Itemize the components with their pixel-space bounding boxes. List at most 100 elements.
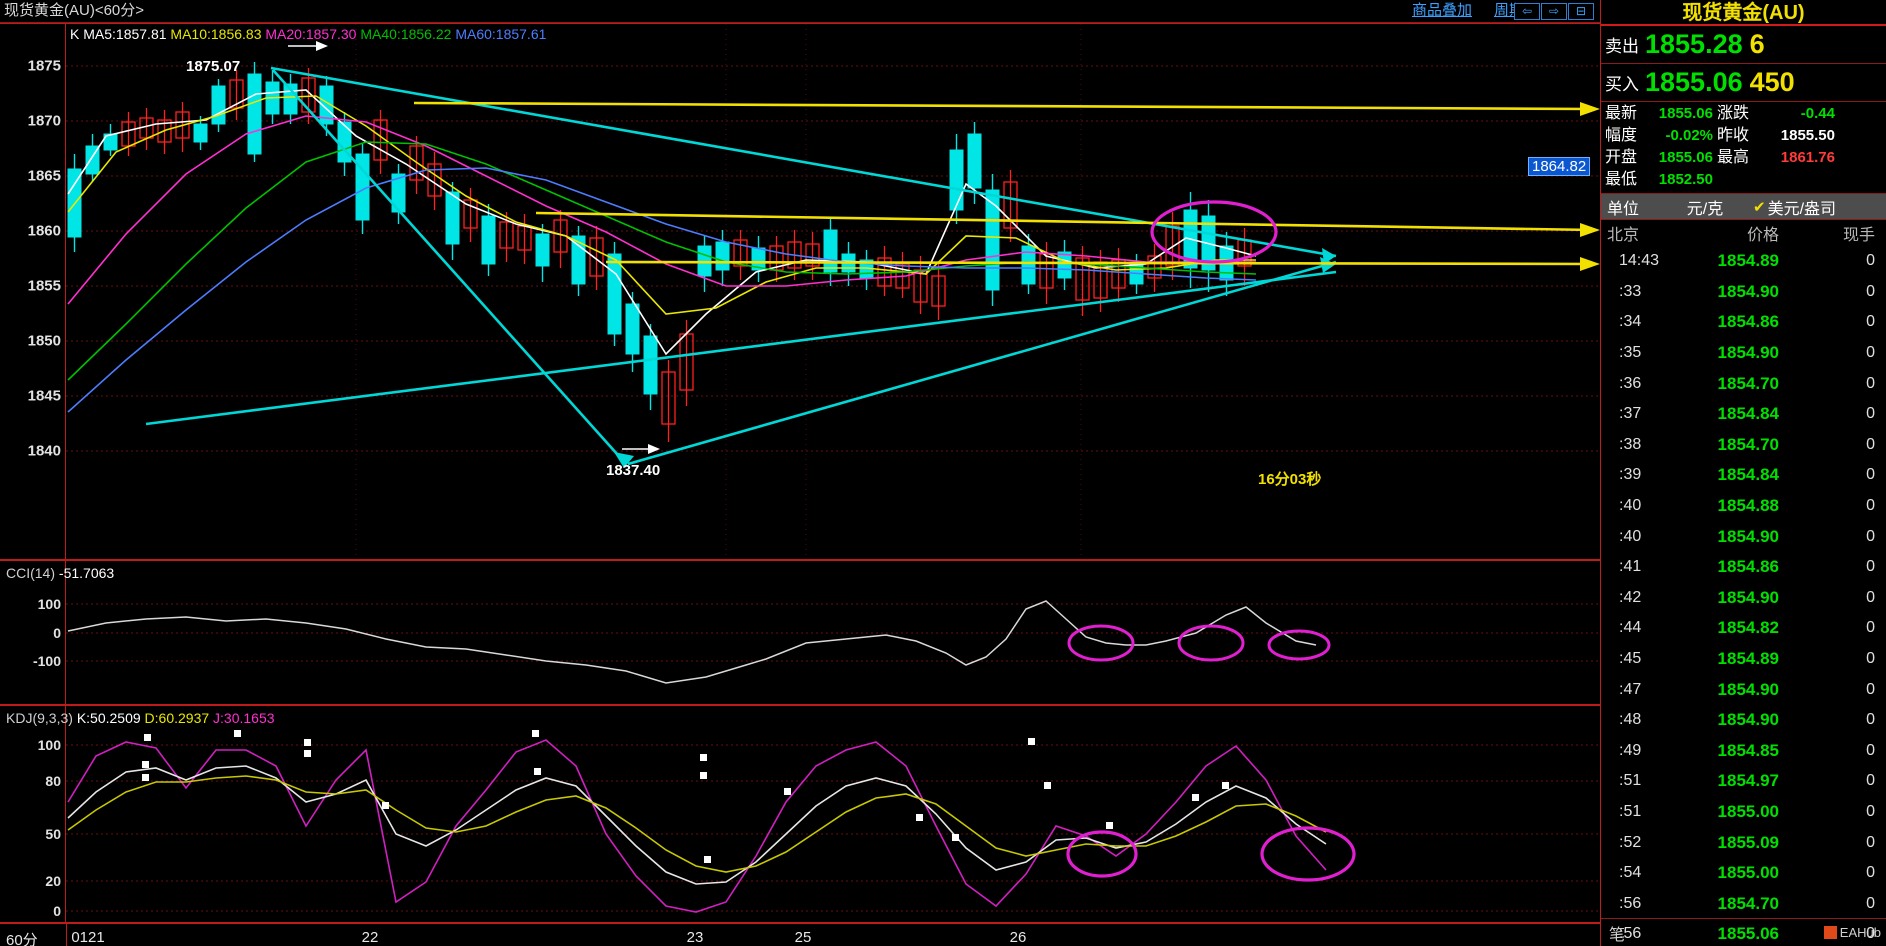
tick-volume: 0 bbox=[1866, 374, 1875, 392]
scroll-left-button[interactable]: ⇦ bbox=[1514, 3, 1540, 20]
kdj-axis-tick: 100 bbox=[37, 737, 61, 753]
tick-price: 1854.90 bbox=[1717, 343, 1779, 363]
time-axis-tick: 0121 bbox=[71, 929, 105, 946]
tick-time: :36 bbox=[1619, 374, 1642, 392]
tick-row[interactable]: :34 1854.86 0 bbox=[1601, 307, 1886, 338]
price-pane[interactable]: 1875 1870 1865 1860 1855 1850 1845 1840 … bbox=[0, 23, 1600, 560]
stat-value-low: 1852.50 bbox=[1658, 171, 1713, 188]
tick-price: 1854.89 bbox=[1717, 649, 1779, 669]
tick-price: 1855.09 bbox=[1717, 832, 1779, 852]
tick-volume: 0 bbox=[1866, 466, 1875, 484]
tick-row[interactable]: :51 1854.97 0 bbox=[1601, 766, 1886, 797]
tick-row[interactable]: :47 1854.90 0 bbox=[1601, 674, 1886, 705]
stat-label-pct: 幅度 bbox=[1605, 127, 1638, 144]
cci-pane[interactable]: 100 0 -100 CCI(14) -51.7063 bbox=[0, 560, 1600, 705]
tick-row[interactable]: :33 1854.90 0 bbox=[1601, 277, 1886, 308]
tick-row[interactable]: :42 1854.90 0 bbox=[1601, 583, 1886, 614]
tick-time: :42 bbox=[1619, 588, 1642, 606]
cci-plot[interactable] bbox=[66, 561, 1600, 704]
tick-row[interactable]: :38 1854.70 0 bbox=[1601, 430, 1886, 461]
tick-row[interactable]: :54 1855.00 0 bbox=[1601, 858, 1886, 889]
time-axis: 60分 0121 22 23 25 26 bbox=[0, 923, 1600, 946]
tick-row[interactable]: :56 1855.06 0 bbox=[1601, 919, 1886, 946]
unit-option-usd-ounce[interactable]: 美元/盎司 bbox=[1767, 200, 1837, 218]
tick-time: :51 bbox=[1619, 772, 1642, 790]
price-axis: 1875 1870 1865 1860 1855 1850 1845 1840 bbox=[0, 24, 66, 559]
kdj-pane[interactable]: 100 80 50 20 0 KDJ(9,3,3) K:50.2509 D:60… bbox=[0, 705, 1600, 923]
legend-k: K bbox=[70, 26, 80, 42]
tick-price: 1854.82 bbox=[1717, 618, 1779, 638]
stat-label-high: 最高 bbox=[1717, 149, 1750, 166]
tick-row[interactable]: :48 1854.90 0 bbox=[1601, 705, 1886, 736]
price-axis-tick: 1860 bbox=[27, 222, 61, 240]
tick-time: :35 bbox=[1619, 344, 1642, 362]
tick-row[interactable]: :44 1854.82 0 bbox=[1601, 613, 1886, 644]
check-icon: ✔ bbox=[1753, 198, 1766, 216]
bid-row[interactable]: 买入 1855.06 450 bbox=[1601, 64, 1886, 102]
quote-footer: 笔 EAHub bbox=[1601, 918, 1886, 946]
tick-row[interactable]: :41 1854.86 0 bbox=[1601, 552, 1886, 583]
stat-label-change: 涨跌 bbox=[1717, 105, 1750, 122]
tick-row[interactable]: :40 1854.88 0 bbox=[1601, 491, 1886, 522]
tick-volume: 0 bbox=[1866, 741, 1875, 759]
tick-col-vol: 现手 bbox=[1842, 227, 1875, 244]
tick-price: 1854.70 bbox=[1717, 373, 1779, 393]
tick-price: 1854.90 bbox=[1717, 281, 1779, 301]
legend-ma5: MA5:1857.81 bbox=[83, 26, 167, 42]
price-axis-tick: 1865 bbox=[27, 167, 61, 185]
cci-chart-svg bbox=[66, 600, 1600, 684]
brand-logo: EAHub bbox=[1823, 925, 1881, 940]
tick-price: 1855.00 bbox=[1717, 863, 1779, 883]
tick-row[interactable]: :49 1854.85 0 bbox=[1601, 736, 1886, 767]
tick-row[interactable]: 14:43 1854.89 0 bbox=[1601, 246, 1886, 277]
tick-time: :54 bbox=[1619, 864, 1642, 882]
stat-value-change: -0.44 bbox=[1800, 105, 1835, 122]
price-axis-tick: 1870 bbox=[27, 112, 61, 130]
tick-row[interactable]: :52 1855.09 0 bbox=[1601, 827, 1886, 858]
time-axis-separator bbox=[66, 924, 67, 946]
time-axis-tick: 23 bbox=[686, 929, 704, 946]
cci-axis-tick: 0 bbox=[53, 625, 61, 641]
tick-row[interactable]: :36 1854.70 0 bbox=[1601, 368, 1886, 399]
tick-row[interactable]: :37 1854.84 0 bbox=[1601, 399, 1886, 430]
tick-row[interactable]: :39 1854.84 0 bbox=[1601, 460, 1886, 491]
tick-volume: 0 bbox=[1866, 894, 1875, 912]
tick-row[interactable]: :51 1855.00 0 bbox=[1601, 797, 1886, 828]
tick-table-body[interactable]: 14:43 1854.89 0:33 1854.90 0:34 1854.86 0 :35 18… bbox=[1601, 246, 1886, 946]
logo-text: EAHub bbox=[1839, 925, 1881, 940]
tick-col-time: 北京 bbox=[1607, 227, 1640, 244]
tick-time: :38 bbox=[1619, 435, 1642, 453]
time-axis-tick: 26 bbox=[1009, 929, 1027, 946]
tick-col-price: 价格 bbox=[1746, 227, 1779, 244]
nav-button-group: ⇦ ⇨ ⊟ bbox=[1514, 2, 1604, 20]
tick-time: :48 bbox=[1619, 711, 1642, 729]
unit-option-cny-gram[interactable]: 元/克 bbox=[1686, 200, 1724, 218]
tick-row[interactable]: :40 1854.90 0 bbox=[1601, 521, 1886, 552]
legend-ma20: MA20:1857.30 bbox=[265, 26, 357, 42]
tick-row[interactable]: :35 1854.90 0 bbox=[1601, 338, 1886, 369]
price-axis-tick: 1875 bbox=[27, 57, 61, 75]
price-axis-tick: 1855 bbox=[27, 277, 61, 295]
overlay-link[interactable]: 商品叠加 bbox=[1412, 1, 1472, 21]
tick-time: :34 bbox=[1619, 313, 1642, 331]
kdj-plot[interactable] bbox=[66, 706, 1600, 922]
stat-label-blank bbox=[1717, 169, 1759, 191]
unit-selector-row[interactable]: 单位 元/克 ✔ 美元/盎司 bbox=[1601, 193, 1886, 220]
tick-volume: 0 bbox=[1866, 405, 1875, 423]
price-plot[interactable]: 1875.07 1837.40 16分03秒 bbox=[66, 24, 1600, 559]
symbol-title-bar: 现货黄金(AU)<60分> bbox=[0, 0, 1600, 22]
cci-axis-tick: 100 bbox=[37, 596, 61, 612]
stat-value-pct: -0.02% bbox=[1665, 127, 1713, 144]
tick-row[interactable]: :45 1854.89 0 bbox=[1601, 644, 1886, 675]
cursor-price-tag: 1864.82 bbox=[1528, 157, 1591, 176]
kdj-axis-tick: 80 bbox=[45, 773, 61, 789]
cci-axis-tick: -100 bbox=[32, 653, 61, 669]
layout-button[interactable]: ⊟ bbox=[1568, 3, 1594, 20]
ask-row[interactable]: 卖出 1855.28 6 bbox=[1601, 26, 1886, 64]
kdj-k: K:50.2509 bbox=[76, 710, 141, 726]
scroll-right-button[interactable]: ⇨ bbox=[1541, 3, 1567, 20]
bar-countdown: 16分03秒 bbox=[1258, 471, 1322, 488]
time-axis-tick: 25 bbox=[794, 929, 812, 946]
tick-row[interactable]: :56 1854.70 0 bbox=[1601, 888, 1886, 919]
